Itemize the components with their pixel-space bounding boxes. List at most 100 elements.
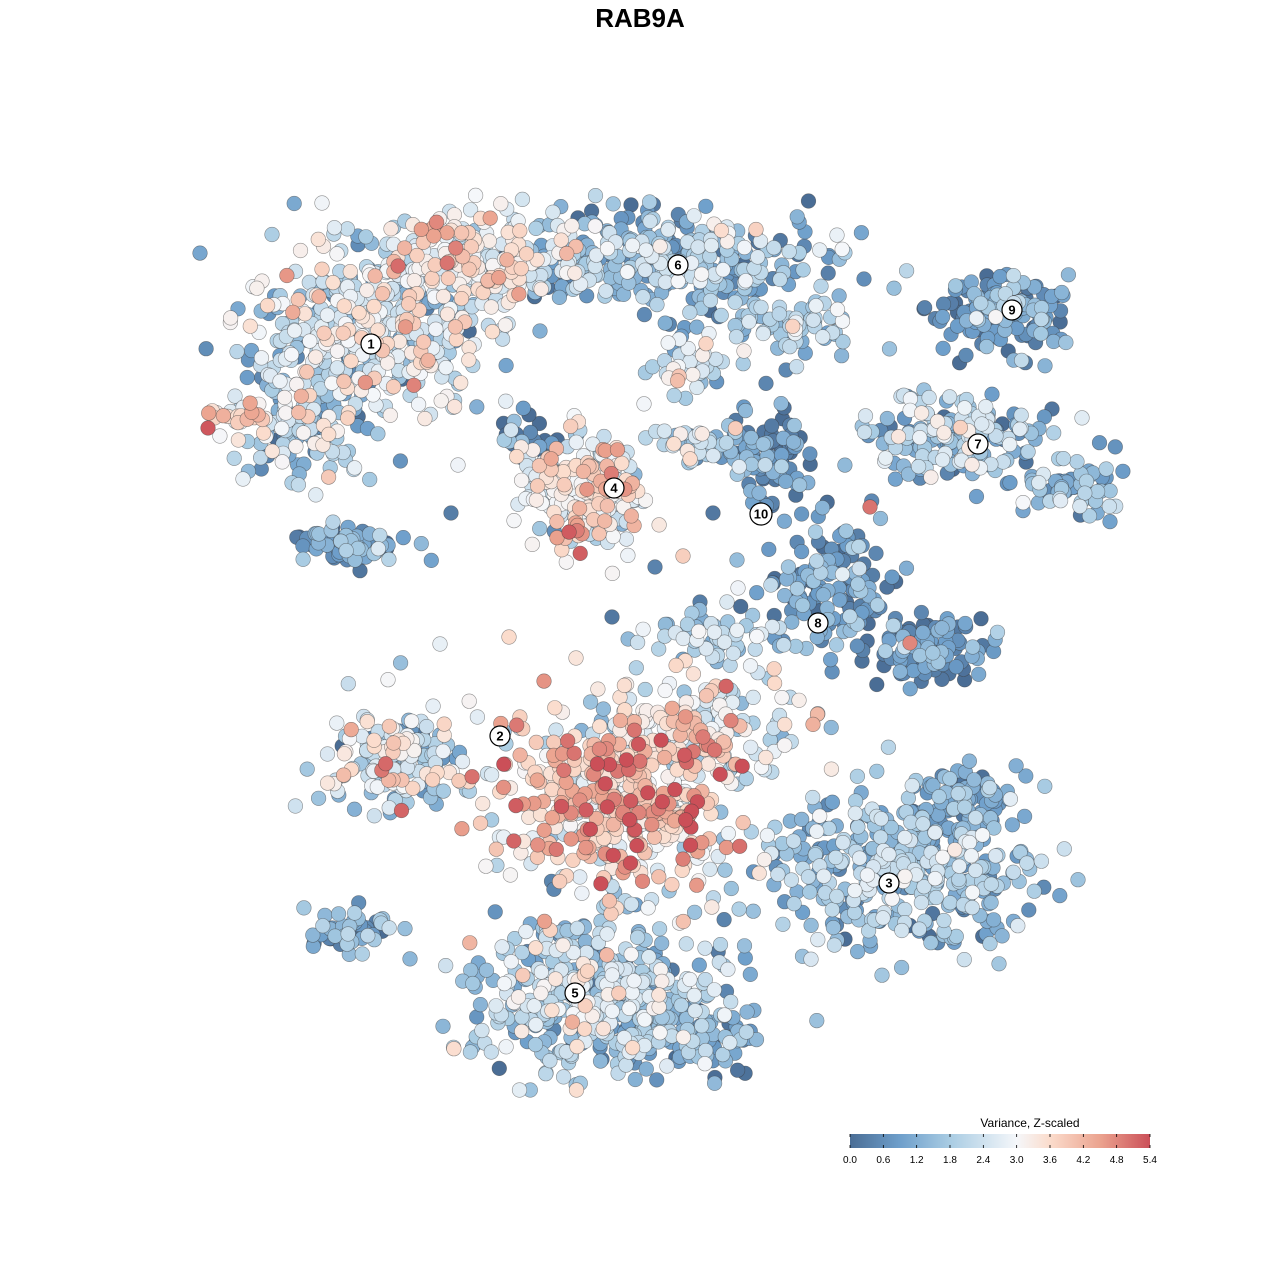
cell-point — [941, 389, 958, 405]
cell-point — [782, 339, 798, 355]
cell-point — [675, 630, 691, 647]
cell-point — [853, 225, 870, 241]
cell-point — [771, 306, 787, 322]
cell-point — [849, 943, 866, 960]
cell-point — [295, 551, 311, 567]
cell-point — [675, 913, 691, 930]
cell-point — [597, 776, 613, 792]
cell-point — [509, 449, 525, 465]
cell-point — [478, 962, 495, 978]
cell-point — [264, 226, 280, 243]
cell-point — [536, 913, 553, 930]
cell-point — [1081, 508, 1098, 524]
cell-point — [561, 524, 577, 540]
cell-point — [499, 252, 515, 268]
cell-point — [488, 841, 504, 857]
cell-point — [569, 1038, 585, 1055]
cell-point — [329, 360, 345, 376]
cell-point — [823, 761, 840, 777]
cell-point — [503, 422, 519, 438]
cell-point — [518, 923, 534, 940]
cell-point — [915, 816, 931, 832]
cell-point — [599, 947, 615, 963]
cell-point — [1019, 855, 1035, 871]
cell-point — [326, 220, 343, 236]
cell-point — [1012, 844, 1028, 861]
cell-point — [622, 855, 639, 871]
cell-point — [568, 650, 584, 666]
cell-point — [723, 994, 739, 1010]
legend-tick-label: 4.2 — [1076, 1155, 1090, 1166]
cell-point — [872, 510, 889, 527]
cell-point — [544, 1002, 560, 1019]
cell-point — [913, 405, 930, 421]
cell-point — [453, 291, 470, 307]
cell-point — [274, 420, 290, 437]
cell-point — [637, 681, 653, 698]
cell-point — [604, 565, 621, 582]
cell-point — [646, 829, 663, 845]
cell-point — [526, 998, 542, 1014]
cell-point — [1037, 778, 1053, 794]
cell-point — [859, 867, 876, 883]
cell-point — [393, 802, 410, 819]
cell-point — [605, 196, 621, 212]
cell-point — [898, 560, 915, 576]
legend-ticks: 0.0 0.6 1.2 1.8 2.4 3.0 3.6 4.2 4.8 5.4 — [843, 1134, 1157, 1166]
cell-point — [629, 634, 646, 651]
cell-point — [921, 389, 937, 406]
cell-point — [571, 500, 588, 516]
cell-point — [590, 681, 606, 697]
cell-point — [528, 940, 544, 956]
cell-point — [605, 816, 622, 833]
cell-point — [991, 956, 1007, 972]
cell-point — [620, 547, 636, 564]
cell-point — [693, 266, 710, 282]
cell-point — [657, 315, 673, 331]
cell-point — [325, 275, 341, 291]
cell-point — [566, 745, 582, 761]
cell-point — [212, 428, 228, 444]
cell-point — [1107, 439, 1123, 455]
cell-point — [406, 273, 422, 289]
cell-point — [501, 629, 517, 645]
cell-point — [402, 951, 418, 967]
cell-point — [1004, 817, 1021, 833]
cluster-label-8: 8 — [807, 612, 829, 634]
cell-point — [503, 954, 519, 970]
cell-point — [971, 666, 987, 682]
cell-point — [691, 623, 707, 640]
cell-point — [288, 438, 304, 455]
cell-point — [809, 1012, 825, 1029]
cell-point — [386, 735, 402, 751]
cell-point — [883, 819, 899, 836]
cell-point — [974, 827, 991, 843]
cell-point — [913, 894, 930, 911]
cell-point — [319, 307, 336, 323]
cell-point — [803, 951, 819, 967]
cell-point — [439, 306, 456, 322]
cell-point — [510, 989, 527, 1005]
cell-point — [857, 408, 874, 424]
cell-point — [592, 1053, 609, 1069]
cell-point — [713, 307, 729, 324]
cell-point — [513, 261, 529, 277]
cell-point — [545, 204, 561, 220]
cell-point — [343, 353, 359, 369]
cell-point — [551, 289, 568, 306]
cell-point — [424, 270, 440, 287]
cell-point — [720, 961, 736, 978]
cluster-label-text: 3 — [885, 876, 892, 891]
cell-point — [992, 269, 1008, 285]
cell-point — [636, 396, 652, 412]
cell-point — [649, 1072, 665, 1088]
cell-point — [989, 624, 1006, 640]
cell-point — [968, 310, 985, 326]
cell-point — [735, 814, 751, 831]
cluster-label-badge — [564, 982, 586, 1004]
cell-point — [553, 232, 569, 248]
cell-point — [638, 1061, 654, 1077]
cell-point — [702, 292, 719, 309]
cell-point — [305, 927, 321, 943]
